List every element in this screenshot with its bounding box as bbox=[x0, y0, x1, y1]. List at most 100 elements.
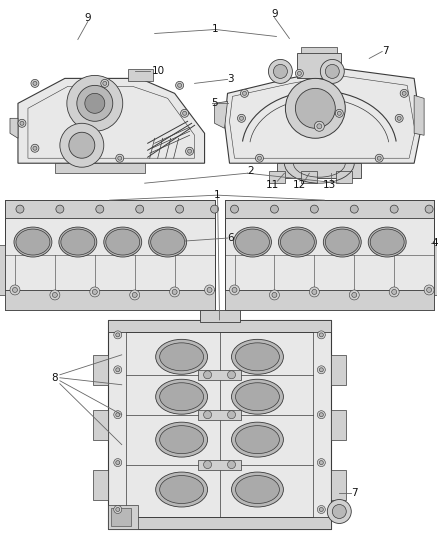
Ellipse shape bbox=[368, 227, 406, 257]
Bar bbox=[434, 245, 438, 295]
Circle shape bbox=[237, 114, 245, 122]
Circle shape bbox=[183, 111, 187, 115]
Circle shape bbox=[425, 205, 433, 213]
Polygon shape bbox=[215, 101, 227, 128]
Bar bbox=[5, 200, 215, 218]
Ellipse shape bbox=[280, 229, 314, 255]
Circle shape bbox=[332, 505, 346, 519]
Circle shape bbox=[314, 122, 324, 131]
Text: 11: 11 bbox=[266, 180, 279, 190]
Circle shape bbox=[20, 122, 24, 125]
Circle shape bbox=[170, 287, 180, 297]
Circle shape bbox=[227, 371, 236, 379]
Ellipse shape bbox=[14, 227, 52, 257]
Text: 9: 9 bbox=[85, 12, 91, 22]
Circle shape bbox=[180, 109, 189, 117]
Ellipse shape bbox=[323, 227, 361, 257]
Circle shape bbox=[337, 111, 341, 115]
Ellipse shape bbox=[236, 383, 279, 411]
Circle shape bbox=[336, 109, 343, 117]
Polygon shape bbox=[55, 163, 145, 173]
Polygon shape bbox=[18, 78, 205, 163]
Circle shape bbox=[207, 287, 212, 293]
Circle shape bbox=[389, 287, 399, 297]
Circle shape bbox=[136, 205, 144, 213]
Circle shape bbox=[204, 461, 212, 469]
Circle shape bbox=[103, 82, 107, 85]
Text: 6: 6 bbox=[227, 233, 234, 243]
Ellipse shape bbox=[160, 343, 204, 371]
Circle shape bbox=[325, 64, 339, 78]
Circle shape bbox=[114, 331, 122, 339]
Circle shape bbox=[258, 156, 261, 160]
Circle shape bbox=[31, 144, 39, 152]
Bar bbox=[108, 320, 331, 332]
Ellipse shape bbox=[155, 340, 208, 374]
Circle shape bbox=[114, 505, 122, 513]
Text: 7: 7 bbox=[382, 46, 389, 56]
Ellipse shape bbox=[279, 227, 316, 257]
Circle shape bbox=[116, 507, 120, 512]
Circle shape bbox=[272, 293, 277, 297]
Ellipse shape bbox=[236, 343, 279, 371]
Circle shape bbox=[269, 290, 279, 300]
Text: 13: 13 bbox=[323, 180, 336, 190]
Circle shape bbox=[31, 79, 39, 87]
Circle shape bbox=[392, 289, 397, 294]
Ellipse shape bbox=[236, 229, 269, 255]
Polygon shape bbox=[225, 68, 421, 163]
Ellipse shape bbox=[106, 229, 140, 255]
Bar bbox=[5, 290, 215, 310]
Circle shape bbox=[69, 132, 95, 158]
Ellipse shape bbox=[232, 422, 283, 457]
Circle shape bbox=[352, 293, 357, 297]
Bar bbox=[225, 200, 434, 218]
Circle shape bbox=[92, 289, 97, 294]
Polygon shape bbox=[414, 95, 424, 135]
Circle shape bbox=[397, 116, 401, 120]
Ellipse shape bbox=[370, 229, 404, 255]
Bar bbox=[111, 508, 131, 527]
Circle shape bbox=[205, 285, 215, 295]
Circle shape bbox=[114, 366, 122, 374]
Text: 10: 10 bbox=[152, 67, 165, 76]
Circle shape bbox=[33, 146, 37, 150]
Circle shape bbox=[427, 287, 431, 293]
Ellipse shape bbox=[104, 227, 142, 257]
Ellipse shape bbox=[59, 227, 97, 257]
Circle shape bbox=[319, 461, 323, 465]
Circle shape bbox=[10, 285, 20, 295]
Circle shape bbox=[318, 411, 325, 419]
Ellipse shape bbox=[160, 426, 204, 454]
Circle shape bbox=[114, 458, 122, 466]
Circle shape bbox=[319, 333, 323, 337]
Circle shape bbox=[255, 154, 263, 162]
Bar bbox=[225, 200, 434, 310]
Text: 1: 1 bbox=[214, 190, 221, 200]
Circle shape bbox=[312, 289, 317, 294]
Circle shape bbox=[114, 411, 122, 419]
Circle shape bbox=[390, 205, 398, 213]
Circle shape bbox=[230, 205, 239, 213]
Circle shape bbox=[318, 366, 325, 374]
Circle shape bbox=[60, 123, 104, 167]
Ellipse shape bbox=[61, 229, 95, 255]
Circle shape bbox=[424, 285, 434, 295]
Bar bbox=[269, 171, 286, 183]
Circle shape bbox=[204, 371, 212, 379]
Circle shape bbox=[118, 156, 122, 160]
Text: 7: 7 bbox=[351, 488, 358, 497]
Circle shape bbox=[309, 287, 319, 297]
Text: 1: 1 bbox=[212, 25, 219, 35]
Circle shape bbox=[187, 149, 191, 153]
Circle shape bbox=[240, 90, 248, 98]
Circle shape bbox=[311, 205, 318, 213]
Bar bbox=[93, 470, 108, 499]
Circle shape bbox=[377, 156, 381, 160]
Circle shape bbox=[319, 368, 323, 372]
Circle shape bbox=[67, 75, 123, 131]
Ellipse shape bbox=[232, 472, 283, 507]
Circle shape bbox=[90, 287, 100, 297]
Text: 3: 3 bbox=[227, 75, 234, 84]
Circle shape bbox=[176, 82, 184, 90]
